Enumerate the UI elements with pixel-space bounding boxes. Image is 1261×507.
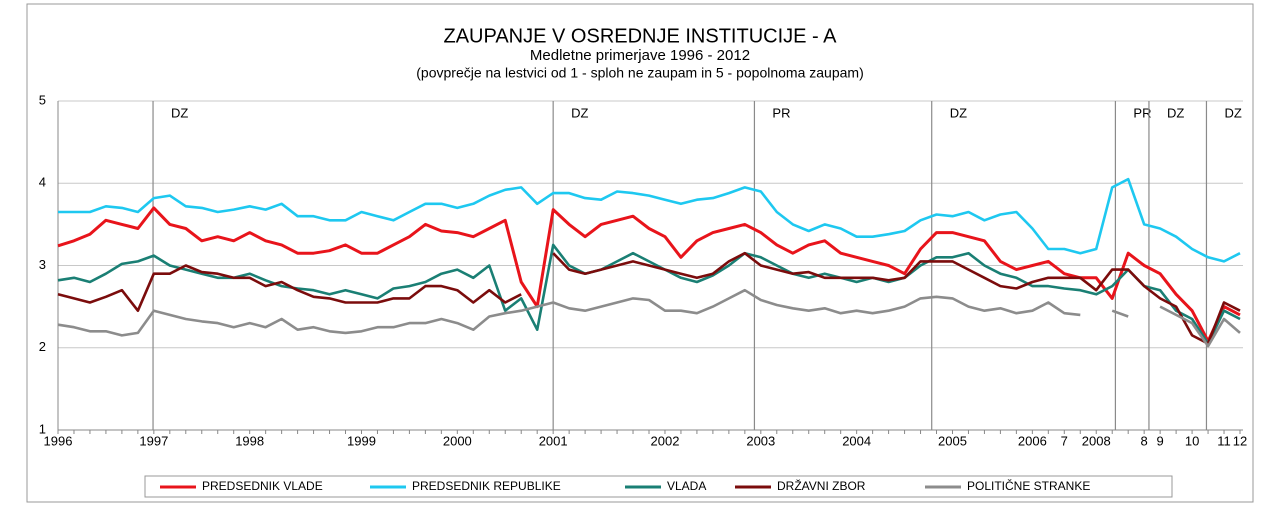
x-tick-label: 2002 [651,433,680,448]
y-tick-label: 2 [39,339,46,354]
event-label: DZ [571,105,588,120]
event-label: DZ [1224,105,1241,120]
y-tick-label: 3 [39,257,46,272]
event-label: PR [772,105,790,120]
y-tick-label: 4 [39,175,46,190]
x-tick-label: 2000 [443,433,472,448]
legend-label: DRŽAVNI ZBOR [777,478,866,493]
series-line [57,288,1241,348]
x-tick-label: 12 [1233,433,1247,448]
legend-label: PREDSEDNIK REPUBLIKE [412,479,561,493]
chart-frame [26,3,1254,503]
x-tick-label: 2005 [938,433,967,448]
x-tick-label: 2003 [746,433,775,448]
x-tick-label: 1996 [44,433,73,448]
legend-label: PREDSEDNIK VLADE [202,479,323,493]
event-label: DZ [1167,105,1184,120]
x-tick-label: 1997 [139,433,168,448]
x-tick-label: 10 [1185,433,1199,448]
chart-title: ZAUPANJE V OSREDNJE INSTITUCIJE - A [443,25,837,47]
series-line [57,206,1241,343]
y-tick-label: 5 [39,92,46,107]
legend-label: POLITIČNE STRANKE [967,478,1090,493]
x-tick-label: 1998 [235,433,264,448]
x-tick-label: 2008 [1082,433,1111,448]
x-tick-label: 2004 [842,433,871,448]
y-tick-label: 1 [39,421,46,436]
series-line [58,177,1241,263]
legend-label: VLADA [667,479,706,493]
x-tick-label: 11 [1217,433,1231,448]
event-label: DZ [950,105,967,120]
x-tick-label: 2001 [539,433,568,448]
series-line [57,251,1241,345]
chart-note: (povprečje na lestvici od 1 - sploh ne z… [416,65,863,81]
x-tick-label: 9 [1157,433,1164,448]
chart-subtitle: Medletne primerjave 1996 - 2012 [530,47,750,64]
x-tick-label: 2006 [1018,433,1047,448]
x-tick-label: 1999 [347,433,376,448]
series-line [57,243,1241,345]
event-label: DZ [171,105,188,120]
x-tick-label: 7 [1061,433,1068,448]
x-tick-label: 8 [1141,433,1148,448]
event-label: PR [1133,105,1151,120]
